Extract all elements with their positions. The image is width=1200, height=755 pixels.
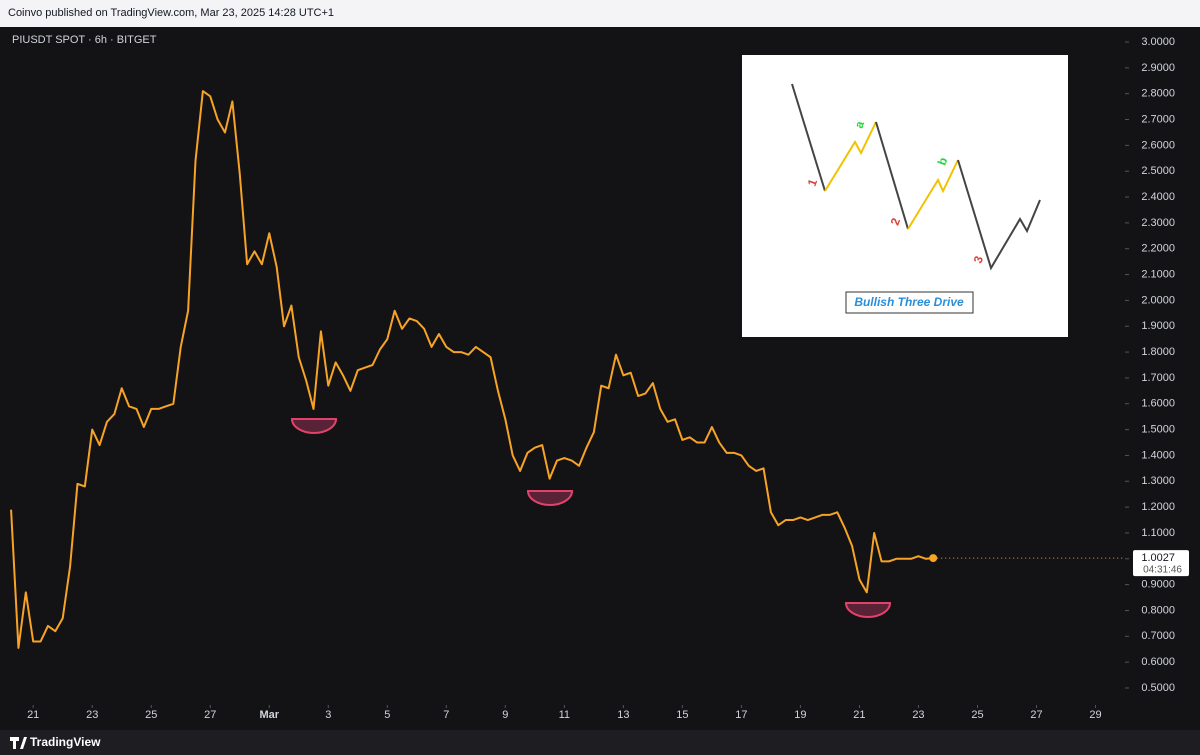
inset-label: 1 xyxy=(805,177,821,188)
x-tick-label: 27 xyxy=(1030,709,1042,721)
x-tick-label: 25 xyxy=(145,709,157,721)
x-tick-label: 13 xyxy=(617,709,629,721)
x-tick-label: 5 xyxy=(384,709,390,721)
inset-label: 2 xyxy=(888,216,904,227)
inset-line xyxy=(907,159,959,230)
y-tick-label: 3.0000 xyxy=(1141,36,1175,48)
brand: TradingView xyxy=(30,735,101,749)
y-tick-label: 2.2000 xyxy=(1141,243,1175,255)
x-tick-label: 27 xyxy=(204,709,216,721)
x-tick-label: 23 xyxy=(86,709,98,721)
x-tick-label: 19 xyxy=(794,709,806,721)
inset-bg xyxy=(742,55,1068,337)
y-tick-label: 0.8000 xyxy=(1141,604,1175,616)
y-tick-label: 2.3000 xyxy=(1141,217,1175,229)
y-tick-label: 1.8000 xyxy=(1141,346,1175,358)
y-tick-label: 0.9000 xyxy=(1141,579,1175,591)
x-tick-label: 3 xyxy=(325,709,331,721)
y-tick-label: 0.5000 xyxy=(1141,682,1175,694)
y-tick-label: 2.6000 xyxy=(1141,139,1175,151)
inset-line xyxy=(824,121,877,192)
x-tick-label: 25 xyxy=(971,709,983,721)
price-badge xyxy=(1133,550,1189,577)
y-tick-label: 2.5000 xyxy=(1141,165,1175,177)
x-tick-label: 7 xyxy=(443,709,449,721)
inset-line xyxy=(791,83,826,192)
last-point xyxy=(929,554,938,563)
y-tick-label: 1.2000 xyxy=(1141,501,1175,513)
y-tick-label: 0.7000 xyxy=(1141,630,1175,642)
inset-line xyxy=(957,159,1041,271)
y-tick-label: 0.6000 xyxy=(1141,656,1175,668)
y-tick-label: 1.5000 xyxy=(1141,424,1175,436)
low-markers xyxy=(290,418,892,618)
y-tick-label: 1.4000 xyxy=(1141,449,1175,461)
y-tick-label: 1.7000 xyxy=(1141,372,1175,384)
pattern-inset: 1 a 2 b 3 Bullish Three Drive xyxy=(742,55,1068,337)
x-tick-label: 29 xyxy=(1089,709,1101,721)
logo xyxy=(10,737,27,749)
inset-label: 3 xyxy=(971,254,987,265)
x-tick-label: 23 xyxy=(912,709,924,721)
x-tick-label: 17 xyxy=(735,709,747,721)
y-tick-label: 2.8000 xyxy=(1141,88,1175,100)
symbol-title: PIUSDT SPOT · 6h · BITGET xyxy=(12,34,157,46)
x-tick-label: Mar xyxy=(259,709,279,721)
y-tick-label: 1.6000 xyxy=(1141,398,1175,410)
y-tick-label: 2.4000 xyxy=(1141,191,1175,203)
last-price: 1.0027 xyxy=(1141,552,1175,564)
inset-line xyxy=(875,121,909,230)
y-tick-label: 2.7000 xyxy=(1141,113,1175,125)
inset-label: b xyxy=(935,155,951,167)
low-marker xyxy=(290,418,338,434)
x-tick-label: 21 xyxy=(853,709,865,721)
x-tick-label: 9 xyxy=(502,709,508,721)
y-tick-label: 1.3000 xyxy=(1141,475,1175,487)
x-tick-label: 21 xyxy=(27,709,39,721)
pattern-name: Bullish Three Drive xyxy=(854,295,964,309)
header-bar xyxy=(0,0,1200,27)
published-note: Coinvo published on TradingView.com, Mar… xyxy=(8,7,334,19)
y-tick-label: 2.0000 xyxy=(1141,294,1175,306)
y-tick-label: 2.1000 xyxy=(1141,268,1175,280)
footer-bar xyxy=(0,730,1200,755)
y-tick-label: 2.9000 xyxy=(1141,62,1175,74)
countdown: 04:31:46 xyxy=(1143,565,1182,576)
price-line xyxy=(10,90,934,649)
x-tick-label: 11 xyxy=(559,709,570,721)
inset-label: a xyxy=(852,119,868,130)
low-marker xyxy=(526,490,574,506)
y-tick-label: 1.1000 xyxy=(1141,527,1175,539)
pattern-box xyxy=(845,291,974,314)
y-tick-label: 1.9000 xyxy=(1141,320,1175,332)
x-tick-label: 15 xyxy=(676,709,688,721)
low-marker xyxy=(844,602,892,618)
